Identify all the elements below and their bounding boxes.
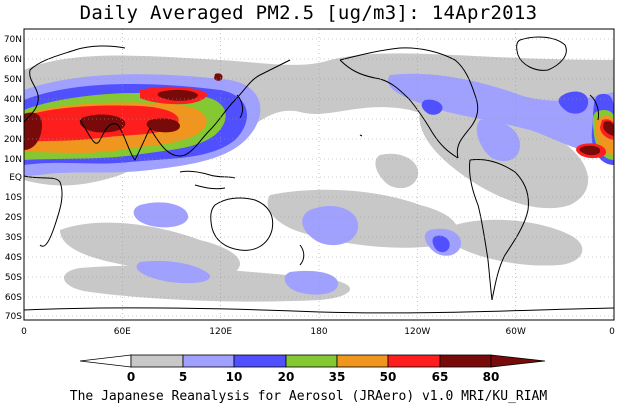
lat-label: 50N bbox=[4, 75, 22, 85]
lat-label: 40S bbox=[5, 253, 22, 263]
lat-label: 50S bbox=[5, 273, 22, 283]
lat-axis: 70N 60N 50N 40N 30N 20N 10N EQ 10S 20S 3… bbox=[4, 35, 22, 322]
pm25-field bbox=[24, 36, 614, 314]
map-frame bbox=[23, 28, 615, 321]
lat-label: 20S bbox=[5, 213, 22, 223]
coastlines bbox=[24, 36, 614, 314]
colorbar-cell bbox=[182, 354, 235, 368]
lat-label: 70N bbox=[4, 35, 22, 45]
lon-label: 0 bbox=[609, 327, 615, 337]
lat-label: EQ bbox=[9, 173, 22, 183]
lon-label: 60E bbox=[114, 327, 131, 337]
lat-label: 20N bbox=[4, 135, 22, 145]
lat-label: 60N bbox=[4, 55, 22, 65]
colorbar-cell bbox=[387, 354, 441, 368]
credit-line: The Japanese Reanalysis for Aerosol (JRA… bbox=[69, 389, 548, 404]
colorbar-cell bbox=[130, 354, 184, 368]
colorbar-cell bbox=[233, 354, 287, 368]
lon-axis: 0 60E 120E 180 120W 60W 0 bbox=[21, 327, 615, 337]
lon-label: 60W bbox=[506, 327, 526, 337]
lon-label: 180 bbox=[310, 327, 327, 337]
colorbar-label: 5 bbox=[179, 370, 187, 384]
colorbar-label: 50 bbox=[380, 370, 397, 384]
colorbar-label: 0 bbox=[127, 370, 135, 384]
map-grid bbox=[24, 29, 614, 320]
lat-label: 30N bbox=[4, 115, 22, 125]
colorbar-cells bbox=[79, 354, 546, 368]
colorbar-label: 10 bbox=[226, 370, 243, 384]
lat-label: 40N bbox=[4, 95, 22, 105]
pm25-level-above-80 bbox=[24, 73, 614, 156]
lon-label: 120E bbox=[209, 327, 232, 337]
colorbar-extend-low bbox=[79, 354, 132, 368]
colorbar-cell bbox=[285, 354, 338, 368]
colorbar-cell bbox=[336, 354, 389, 368]
colorbar-extend-high bbox=[490, 354, 546, 368]
lon-label: 120W bbox=[404, 327, 430, 337]
lat-label: 30S bbox=[5, 233, 22, 243]
colorbar-label: 20 bbox=[278, 370, 295, 384]
lon-label: 0 bbox=[21, 327, 27, 337]
lat-label: 60S bbox=[5, 293, 22, 303]
lat-label: 10N bbox=[4, 155, 22, 165]
colorbar-label: 80 bbox=[483, 370, 500, 384]
lat-label: 10S bbox=[5, 193, 22, 203]
colorbar-labels: 0 5 10 20 35 50 65 80 bbox=[127, 370, 500, 384]
lat-label: 70S bbox=[5, 312, 22, 322]
map-title: Daily Averaged PM2.5 [ug/m3]: 14Apr2013 bbox=[79, 2, 538, 24]
colorbar-cell bbox=[439, 354, 492, 368]
colorbar-label: 65 bbox=[432, 370, 449, 384]
colorbar-label: 35 bbox=[329, 370, 346, 384]
